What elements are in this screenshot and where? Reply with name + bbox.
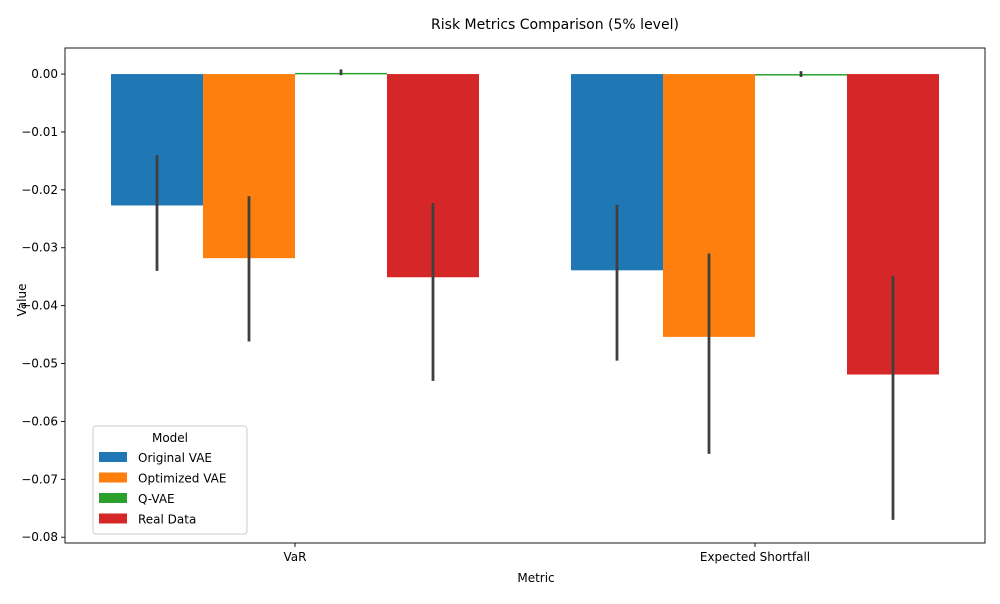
legend-swatch [99, 493, 127, 503]
y-tick-label: −0.08 [21, 530, 58, 544]
y-tick-label: −0.05 [21, 357, 58, 371]
legend-label: Original VAE [138, 451, 212, 465]
plot-frame [64, 47, 986, 544]
legend-swatch [99, 513, 127, 524]
legend-label: Q-VAE [138, 492, 175, 506]
x-tick-label: Expected Shortfall [700, 550, 810, 564]
legend-label: Real Data [138, 513, 196, 527]
y-tick-label: −0.03 [21, 241, 58, 255]
bars-layer [111, 72, 939, 375]
x-axis-label: Metric [517, 571, 554, 585]
y-axis-label: Value [15, 284, 29, 317]
legend-title: Model [152, 431, 188, 445]
legend-swatch [99, 472, 127, 483]
legend-box [92, 425, 248, 535]
x-tick-label: VaR [284, 550, 307, 564]
error-bars-layer [155, 69, 895, 520]
legend-label: Optimized VAE [138, 472, 226, 486]
legend-swatch [99, 452, 127, 462]
chart-title: Risk Metrics Comparison (5% level) [431, 17, 679, 33]
y-tick-label: −0.01 [21, 125, 58, 139]
axes-layer: 0.00 −0.01 −0.02 −0.03 −0.04 −0.05 −0.06 −0.07 −… [21, 47, 986, 564]
y-tick-label: −0.07 [21, 472, 58, 486]
y-tick-label: −0.06 [21, 414, 58, 428]
legend: Model Original VAE Optimized VAE Q-VAE Real … [92, 425, 248, 535]
y-tick-label: −0.04 [21, 299, 58, 313]
y-tick-label: 0.00 [31, 67, 58, 81]
y-tick-label: −0.02 [21, 183, 58, 197]
